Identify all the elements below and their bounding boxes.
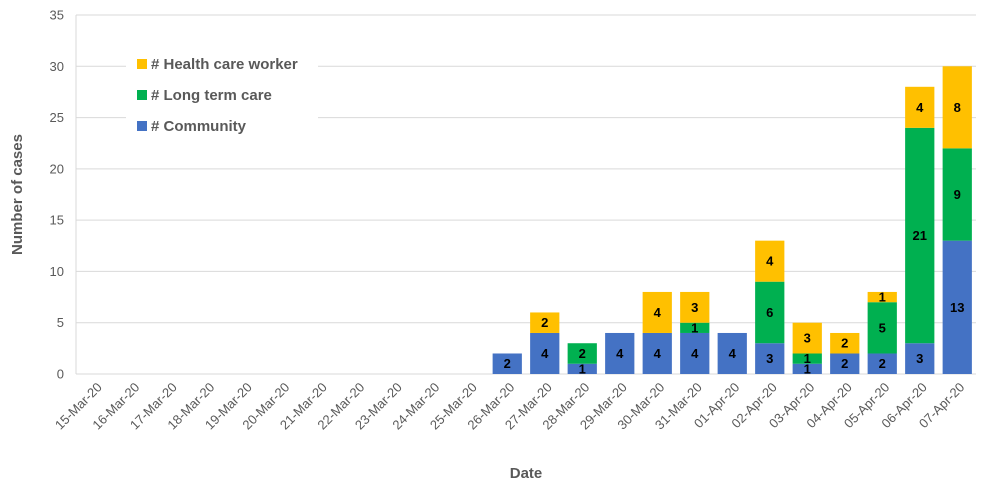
data-label: 4 — [766, 254, 774, 269]
data-label: 3 — [804, 331, 811, 346]
legend-swatch — [137, 121, 147, 131]
y-tick-label: 25 — [50, 110, 64, 125]
bar-segment — [905, 127, 935, 344]
y-tick-label: 0 — [57, 367, 64, 382]
x-axis-title: Date — [510, 465, 543, 480]
y-axis-tick-labels: 0 5 10 15 20 25 30 35 — [50, 8, 64, 382]
bar-segment — [530, 312, 560, 333]
bar-segment — [830, 332, 860, 354]
data-label: 1 — [879, 290, 886, 305]
data-label: 6 — [766, 305, 773, 320]
bar-segment — [942, 240, 972, 374]
bar-segment — [905, 86, 935, 128]
bar-segment — [942, 66, 972, 149]
bar-segment — [792, 353, 822, 364]
data-label: 13 — [950, 300, 964, 315]
y-axis-title: Number of cases — [9, 134, 26, 255]
data-label: 4 — [541, 346, 549, 361]
data-label: 4 — [616, 346, 624, 361]
y-tick-label: 10 — [50, 264, 64, 279]
data-label: 2 — [841, 356, 848, 371]
data-label: 2 — [579, 346, 586, 361]
legend-swatch — [137, 90, 147, 100]
data-label: 1 — [804, 351, 811, 366]
legend-swatch — [137, 59, 147, 69]
data-label: 2 — [504, 356, 511, 371]
data-label: 4 — [691, 346, 699, 361]
data-label: 1 — [579, 361, 586, 376]
bar-segment — [642, 332, 672, 374]
data-label: 8 — [954, 100, 961, 115]
data-label: 5 — [879, 320, 886, 335]
data-label: 3 — [691, 300, 698, 315]
bar-segment — [942, 148, 972, 241]
x-axis-tick-labels: 15-Mar-2016-Mar-2017-Mar-2018-Mar-2019-M… — [52, 380, 968, 433]
bar-segment — [605, 332, 635, 374]
bar-segment — [680, 322, 710, 333]
legend-entry: # Health care worker — [151, 56, 298, 73]
bar-segment — [905, 343, 935, 374]
bar-segment — [792, 322, 822, 354]
data-label: 1 — [804, 361, 811, 376]
bar-segment — [717, 332, 747, 374]
data-label: 3 — [916, 351, 923, 366]
data-label: 2 — [541, 315, 548, 330]
bar-segment — [867, 353, 897, 374]
y-tick-label: 15 — [50, 213, 64, 228]
data-label: 2 — [841, 336, 848, 351]
data-label: 4 — [729, 346, 737, 361]
legend-entry: # Long term care — [151, 87, 272, 104]
bar-segment — [755, 240, 785, 282]
bar-segment — [792, 363, 822, 374]
legend-background — [126, 48, 318, 142]
data-label: 4 — [916, 100, 924, 115]
bar-segment — [492, 353, 522, 374]
bar-segment — [642, 291, 672, 333]
data-label: 1 — [691, 320, 698, 335]
y-tick-label: 30 — [50, 59, 64, 74]
bar-segment — [830, 353, 860, 374]
data-label: 4 — [654, 346, 662, 361]
data-label: 21 — [913, 228, 927, 243]
bar-segment — [867, 302, 897, 354]
legend-entry: # Community — [151, 118, 247, 135]
data-label: 4 — [654, 305, 662, 320]
bar-segment — [867, 291, 897, 303]
y-tick-label: 5 — [57, 315, 64, 330]
bar-segment — [755, 281, 785, 344]
y-tick-label: 20 — [50, 161, 64, 176]
data-label: 9 — [954, 187, 961, 202]
data-label: 2 — [879, 356, 886, 371]
bar-segment — [680, 291, 710, 323]
bar-segment — [755, 343, 785, 374]
bar-segment — [530, 332, 560, 374]
data-label: 3 — [766, 351, 773, 366]
bar-segment — [567, 363, 597, 374]
bars — [492, 66, 972, 374]
legend: # Health care worker # Long term care # Co… — [126, 48, 318, 142]
bar-segment — [680, 332, 710, 374]
y-tick-label: 35 — [50, 8, 64, 23]
bar-segment — [567, 343, 597, 364]
